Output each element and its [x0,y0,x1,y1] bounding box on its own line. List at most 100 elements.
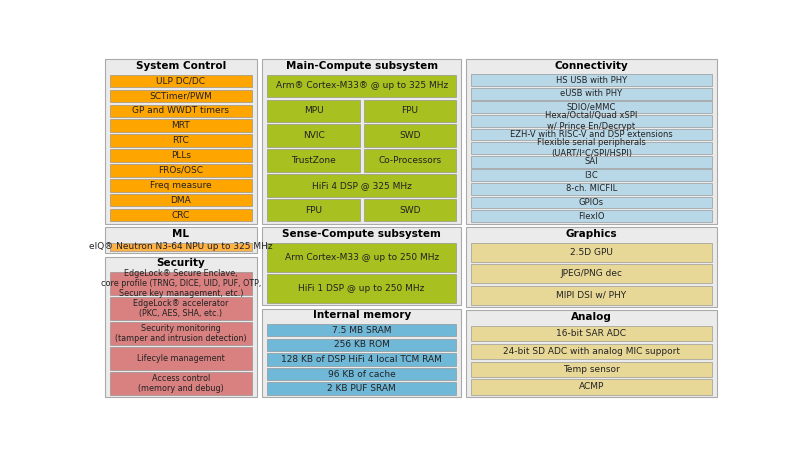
Text: FlexIO: FlexIO [578,212,605,220]
Text: GP and WWDT timers: GP and WWDT timers [133,106,230,115]
Text: NVIC: NVIC [302,131,325,140]
Text: FPU: FPU [401,106,418,115]
Bar [470,169,712,181]
Bar [110,372,252,395]
Bar [363,125,456,147]
Bar [470,115,712,127]
Bar [470,326,712,342]
Bar [267,324,456,337]
Bar [267,125,360,147]
Bar [470,264,712,283]
Bar [267,75,456,97]
Bar [262,309,461,397]
Text: FROs/OSC: FROs/OSC [158,166,203,175]
Bar [470,210,712,222]
Bar [470,379,712,395]
Text: Internal memory: Internal memory [313,310,410,320]
Text: ACMP: ACMP [578,382,604,392]
Text: MIPI DSI w/ PHY: MIPI DSI w/ PHY [556,291,626,300]
Text: MRT: MRT [171,121,190,130]
Text: Flexible serial peripherals
(UART/I²C/SPI/HSPI): Flexible serial peripherals (UART/I²C/SP… [537,138,646,158]
Bar [470,142,712,154]
Bar [105,59,257,224]
Text: SCTimer/PWM: SCTimer/PWM [150,91,212,100]
Bar [267,99,360,122]
Text: DMA: DMA [170,196,191,205]
Text: TrustZone: TrustZone [291,156,336,165]
Bar [110,135,252,147]
Text: PLLs: PLLs [171,151,191,160]
Bar [363,199,456,221]
Text: 8-ch. MICFIL: 8-ch. MICFIL [566,184,617,194]
Bar [110,104,252,117]
Text: eIQ® Neutron N3-64 NPU up to 325 MHz: eIQ® Neutron N3-64 NPU up to 325 MHz [89,243,273,252]
Text: SWD: SWD [399,131,421,140]
Text: Hexa/Octal/Quad xSPI
w/ Prince En/Decrypt: Hexa/Octal/Quad xSPI w/ Prince En/Decryp… [545,111,638,130]
Text: FPU: FPU [305,206,322,215]
Bar [470,88,712,99]
Text: Access control
(memory and debug): Access control (memory and debug) [138,374,224,393]
Bar [470,101,712,113]
Text: MPU: MPU [304,106,323,115]
Text: HiFi 4 DSP @ 325 MHz: HiFi 4 DSP @ 325 MHz [312,181,411,190]
Bar [466,310,717,397]
Bar [267,353,456,366]
Text: 256 KB ROM: 256 KB ROM [334,340,390,349]
Text: 24-bit SD ADC with analog MIC support: 24-bit SD ADC with analog MIC support [503,347,680,356]
Text: Freq measure: Freq measure [150,181,212,190]
Text: HS USB with PHY: HS USB with PHY [556,76,627,85]
Text: JPEG/PNG dec: JPEG/PNG dec [560,269,622,278]
Bar [110,297,252,320]
Bar [110,90,252,102]
Bar [470,344,712,359]
Bar [105,227,257,253]
Bar [267,199,360,221]
Text: 128 KB of DSP HiFi 4 local TCM RAM: 128 KB of DSP HiFi 4 local TCM RAM [282,355,442,364]
Text: Arm Cortex-M33 @ up to 250 MHz: Arm Cortex-M33 @ up to 250 MHz [285,253,438,262]
Bar [267,149,360,172]
Bar [262,227,461,305]
Text: eUSB with PHY: eUSB with PHY [560,89,622,98]
Bar [363,99,456,122]
Text: Analog: Analog [571,312,612,322]
Bar [470,74,712,86]
Text: Graphics: Graphics [566,229,617,239]
Text: I3C: I3C [585,171,598,180]
Bar [110,164,252,177]
Text: Connectivity: Connectivity [554,61,628,71]
Text: ML: ML [173,229,190,239]
Bar [466,227,717,307]
Text: 7.5 MB SRAM: 7.5 MB SRAM [332,326,391,335]
Bar [110,179,252,192]
Text: System Control: System Control [136,61,226,71]
Bar [267,382,456,395]
Bar [470,197,712,208]
Text: SAI: SAI [585,157,598,166]
Bar [110,209,252,221]
Text: 2.5D GPU: 2.5D GPU [570,248,613,257]
Text: 16-bit SAR ADC: 16-bit SAR ADC [556,329,626,338]
Text: ULP DC/DC: ULP DC/DC [157,76,206,86]
Text: SWD: SWD [399,206,421,215]
Text: EdgeLock® accelerator
(PKC, AES, SHA, etc.): EdgeLock® accelerator (PKC, AES, SHA, et… [134,299,229,318]
Text: 2 KB PUF SRAM: 2 KB PUF SRAM [327,384,396,393]
Bar [110,243,252,251]
Text: Security: Security [157,258,206,268]
Bar [110,149,252,162]
Bar [267,274,456,303]
Text: HiFi 1 DSP @ up to 250 MHz: HiFi 1 DSP @ up to 250 MHz [298,284,425,293]
Text: GPIOs: GPIOs [578,198,604,207]
Text: Co-Processors: Co-Processors [378,156,442,165]
Bar [470,156,712,167]
Text: CRC: CRC [172,211,190,220]
Bar [466,59,717,224]
Bar [267,174,456,197]
Text: EdgeLock® Secure Enclave,
core profile (TRNG, DICE, UID, PUF, OTP,
Secure key ma: EdgeLock® Secure Enclave, core profile (… [101,269,261,298]
Bar [105,256,257,397]
Bar [262,59,461,224]
Text: SDIO/eMMC: SDIO/eMMC [566,103,616,112]
Bar [267,243,456,272]
Text: Arm® Cortex-M33® @ up to 325 MHz: Arm® Cortex-M33® @ up to 325 MHz [275,81,448,90]
Text: Lifecyle management: Lifecyle management [137,354,225,363]
Bar [470,361,712,377]
